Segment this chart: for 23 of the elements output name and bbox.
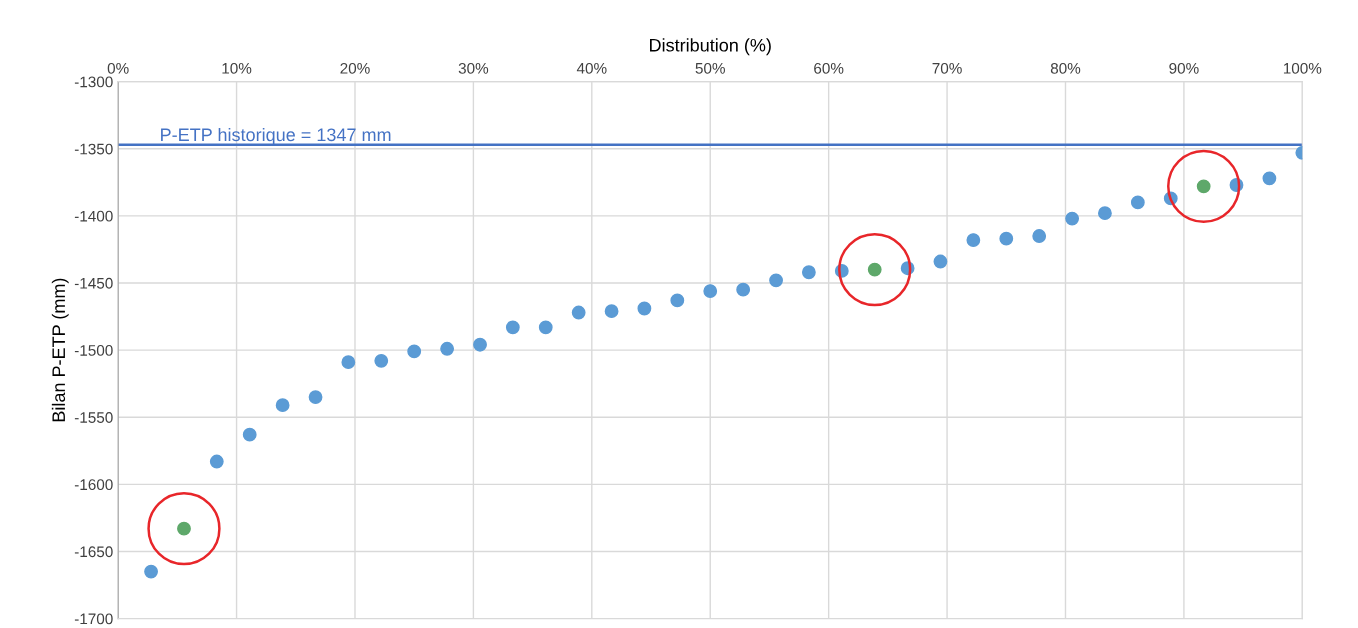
- y-tick-label: -1350: [74, 143, 113, 155]
- x-tick-label: 60%: [814, 62, 844, 74]
- y-tick-label: -1650: [74, 546, 113, 558]
- y-axis-title: Bilan P-ETP (mm): [51, 278, 69, 422]
- y-tick-label: -1300: [74, 76, 113, 88]
- annotation: P-ETP historique = 1347 mm: [161, 127, 391, 145]
- x-tick-label: 30%: [458, 62, 489, 74]
- x-tick-label: 40%: [576, 62, 607, 74]
- y-tick-label: -1450: [74, 277, 113, 289]
- x-tick-label: 10%: [222, 62, 252, 74]
- x-tick-label: 50%: [695, 62, 725, 74]
- x-axis-title: Distribution (%): [650, 38, 771, 56]
- y-tick-label: -1600: [74, 479, 113, 491]
- x-tick-label: 100%: [1283, 62, 1322, 74]
- x-tick-label: 80%: [1050, 62, 1081, 74]
- y-tick-label: -1400: [74, 210, 113, 222]
- y-tick-label: -1550: [74, 412, 113, 423]
- x-tick-label: 70%: [932, 62, 962, 74]
- x-tick-label: 90%: [1169, 62, 1199, 74]
- x-tick-label: 20%: [340, 62, 370, 74]
- y-tick-label: -1700: [74, 613, 113, 625]
- y-tick-label: -1500: [74, 344, 113, 356]
- x-tick-label: 0%: [107, 62, 129, 74]
